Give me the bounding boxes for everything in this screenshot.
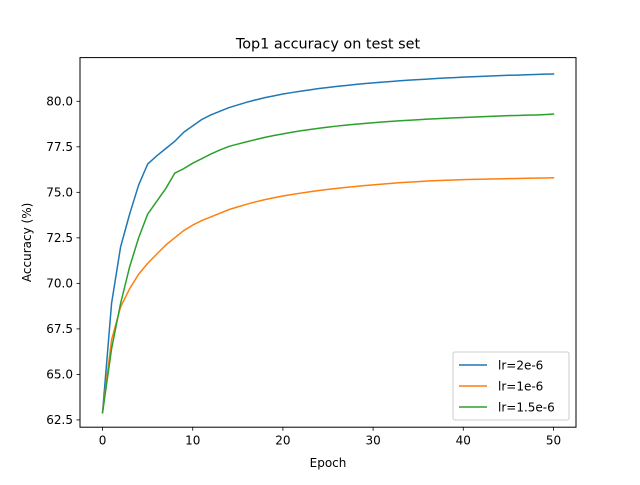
x-tick-label: 20 — [275, 434, 290, 448]
y-tick-label: 70.0 — [46, 277, 73, 291]
x-tick-label: 10 — [185, 434, 200, 448]
y-tick-label: 62.5 — [46, 413, 73, 427]
legend-box — [452, 351, 570, 421]
x-axis-label: Epoch — [310, 456, 347, 470]
series-layer — [101, 73, 555, 414]
legend: lr=2e-6 lr=1e-6 lr=1.5e-6 — [452, 351, 570, 421]
series-line-lr-1e-6 — [101, 177, 555, 414]
y-tick-label: 77.5 — [46, 140, 73, 154]
plot-area-frame — [79, 57, 577, 428]
series-line-lr-1-5e-6 — [101, 113, 555, 414]
x-tick-label: 0 — [99, 434, 107, 448]
chart-title: Top1 accuracy on test set — [235, 37, 421, 53]
y-tick-label: 67.5 — [46, 322, 73, 336]
y-tick-label: 80.0 — [46, 95, 73, 109]
x-tick-label: 40 — [456, 434, 471, 448]
legend-label-lr-1e-6: lr=1e-6 — [498, 380, 543, 394]
y-tick-label: 75.0 — [46, 186, 73, 200]
y-tick-label: 72.5 — [46, 231, 73, 245]
x-tick-label: 50 — [546, 434, 561, 448]
legend-label-lr-2e-6: lr=2e-6 — [498, 359, 543, 373]
x-tick-label: 30 — [365, 434, 380, 448]
x-axis-ticks: 0 10 20 30 40 50 — [99, 427, 561, 448]
y-axis-label: Accuracy (%) — [20, 203, 34, 282]
legend-label-lr-1-5e-6: lr=1.5e-6 — [498, 401, 555, 415]
series-line-lr-2e-6 — [101, 73, 555, 414]
y-tick-label: 65.0 — [46, 368, 73, 382]
y-axis-ticks: 62.5 65.0 67.5 70.0 72.5 75.0 77.5 80.0 — [46, 95, 80, 427]
